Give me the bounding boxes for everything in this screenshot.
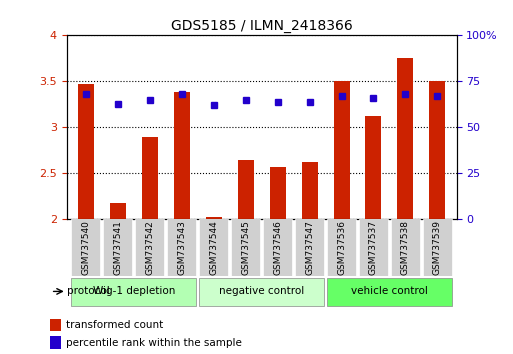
Text: GSM737538: GSM737538 [401, 220, 410, 275]
Text: GSM737547: GSM737547 [305, 220, 314, 275]
FancyBboxPatch shape [263, 219, 292, 276]
Text: GSM737540: GSM737540 [82, 220, 90, 275]
Title: GDS5185 / ILMN_2418366: GDS5185 / ILMN_2418366 [171, 19, 352, 33]
FancyBboxPatch shape [359, 219, 388, 276]
Bar [333, 81, 349, 219]
Text: GSM737545: GSM737545 [241, 220, 250, 275]
FancyBboxPatch shape [231, 219, 260, 276]
Text: negative control: negative control [219, 286, 304, 296]
Bar [50, 319, 62, 331]
Text: vehicle control: vehicle control [351, 286, 428, 296]
Bar [206, 217, 222, 219]
Text: GSM737541: GSM737541 [113, 220, 122, 275]
Bar [110, 203, 126, 219]
Bar [142, 137, 158, 219]
Text: percentile rank within the sample: percentile rank within the sample [66, 338, 242, 348]
Bar [50, 336, 62, 349]
Bar [302, 162, 318, 219]
FancyBboxPatch shape [135, 219, 164, 276]
Text: GSM737536: GSM737536 [337, 220, 346, 275]
FancyBboxPatch shape [423, 219, 452, 276]
Bar [238, 160, 253, 219]
Text: GSM737546: GSM737546 [273, 220, 282, 275]
FancyBboxPatch shape [391, 219, 420, 276]
Text: Wig-1 depletion: Wig-1 depletion [93, 286, 175, 296]
Text: GSM737543: GSM737543 [177, 220, 186, 275]
FancyBboxPatch shape [200, 278, 324, 306]
Text: GSM737544: GSM737544 [209, 221, 218, 275]
Text: GSM737537: GSM737537 [369, 220, 378, 275]
Bar [365, 116, 382, 219]
Text: protocol: protocol [67, 286, 110, 296]
FancyBboxPatch shape [327, 219, 356, 276]
FancyBboxPatch shape [200, 219, 228, 276]
FancyBboxPatch shape [295, 219, 324, 276]
FancyBboxPatch shape [327, 278, 452, 306]
Text: GSM737539: GSM737539 [433, 220, 442, 275]
Bar [78, 84, 94, 219]
Bar [270, 167, 286, 219]
Text: GSM737542: GSM737542 [145, 221, 154, 275]
Bar [174, 92, 190, 219]
FancyBboxPatch shape [104, 219, 132, 276]
FancyBboxPatch shape [71, 219, 100, 276]
FancyBboxPatch shape [167, 219, 196, 276]
FancyBboxPatch shape [71, 278, 196, 306]
Bar [429, 81, 445, 219]
Text: transformed count: transformed count [66, 320, 163, 330]
Bar [398, 58, 413, 219]
